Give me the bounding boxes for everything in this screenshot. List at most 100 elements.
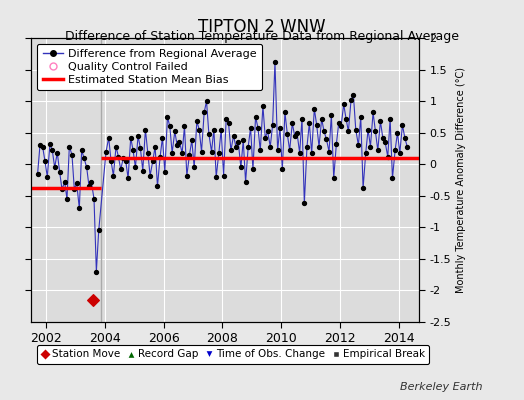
Point — [176, 139, 184, 145]
Point — [308, 150, 316, 156]
Point — [63, 196, 71, 202]
Point — [208, 148, 216, 155]
Point — [188, 137, 196, 144]
Point — [41, 158, 49, 164]
Point — [70, 186, 79, 193]
Point — [220, 172, 228, 179]
Point — [384, 154, 392, 160]
Point — [310, 106, 319, 112]
Point — [371, 128, 379, 135]
Point — [227, 147, 235, 154]
Point — [266, 143, 275, 150]
Point — [72, 180, 81, 186]
Point — [290, 133, 299, 139]
Point — [381, 139, 389, 145]
Point — [90, 196, 98, 202]
Point — [320, 128, 328, 135]
Point — [82, 164, 91, 170]
Point — [298, 116, 306, 122]
Point — [401, 134, 409, 141]
Point — [305, 120, 313, 126]
Point — [38, 143, 47, 150]
Point — [344, 128, 353, 135]
Text: Berkeley Earth: Berkeley Earth — [400, 382, 482, 392]
Point — [340, 101, 348, 108]
Point — [254, 124, 262, 131]
Y-axis label: Monthly Temperature Anomaly Difference (°C): Monthly Temperature Anomaly Difference (… — [455, 67, 465, 293]
Point — [359, 185, 367, 192]
Point — [53, 150, 61, 156]
Point — [252, 114, 260, 120]
Point — [87, 179, 95, 185]
Point — [126, 134, 135, 141]
Point — [146, 172, 154, 179]
Point — [178, 150, 187, 156]
Point — [342, 116, 350, 122]
Point — [116, 166, 125, 172]
Point — [234, 139, 243, 145]
Point — [151, 143, 159, 150]
Point — [288, 120, 297, 126]
Point — [366, 143, 375, 150]
Point — [386, 116, 395, 122]
Point — [48, 147, 57, 154]
Point — [200, 109, 209, 116]
Point — [391, 147, 399, 154]
Point — [388, 175, 397, 181]
Point — [36, 142, 44, 148]
Point — [68, 152, 76, 158]
Point — [378, 134, 387, 141]
Point — [65, 143, 73, 150]
Point — [268, 122, 277, 128]
Point — [134, 133, 143, 139]
Point — [136, 145, 145, 152]
Point — [43, 174, 51, 180]
Point — [318, 116, 326, 122]
Point — [230, 133, 238, 139]
Point — [112, 143, 120, 150]
Point — [322, 136, 331, 142]
Point — [332, 141, 341, 147]
Point — [94, 227, 103, 234]
Legend: Station Move, Record Gap, Time of Obs. Change, Empirical Break: Station Move, Record Gap, Time of Obs. C… — [37, 345, 429, 364]
Point — [205, 131, 213, 137]
Point — [362, 150, 370, 156]
Point — [217, 126, 225, 133]
Point — [168, 150, 177, 156]
Point — [56, 168, 64, 175]
Point — [89, 297, 97, 303]
Point — [325, 148, 333, 155]
Point — [122, 158, 130, 164]
Point — [75, 205, 83, 212]
Point — [330, 175, 338, 181]
Point — [274, 147, 282, 154]
Point — [327, 112, 335, 118]
Point — [163, 114, 172, 120]
Point — [244, 143, 253, 150]
Point — [119, 155, 127, 161]
Point — [374, 147, 382, 154]
Point — [104, 134, 113, 141]
Point — [296, 150, 304, 156]
Point — [278, 166, 287, 172]
Point — [283, 131, 291, 137]
Point — [138, 167, 147, 174]
Point — [141, 126, 150, 133]
Point — [173, 142, 181, 148]
Point — [293, 130, 301, 136]
Point — [369, 109, 377, 116]
Point — [271, 59, 279, 65]
Text: Difference of Station Temperature Data from Regional Average: Difference of Station Temperature Data f… — [65, 30, 459, 43]
Point — [354, 142, 363, 148]
Point — [166, 123, 174, 130]
Point — [180, 123, 189, 130]
Point — [276, 124, 284, 131]
Point — [246, 124, 255, 131]
Point — [131, 164, 139, 170]
Point — [149, 158, 157, 164]
Point — [198, 148, 206, 155]
Point — [92, 268, 101, 275]
Point — [259, 103, 267, 109]
Text: TIPTON 2 WNW: TIPTON 2 WNW — [198, 18, 326, 36]
Point — [300, 200, 309, 206]
